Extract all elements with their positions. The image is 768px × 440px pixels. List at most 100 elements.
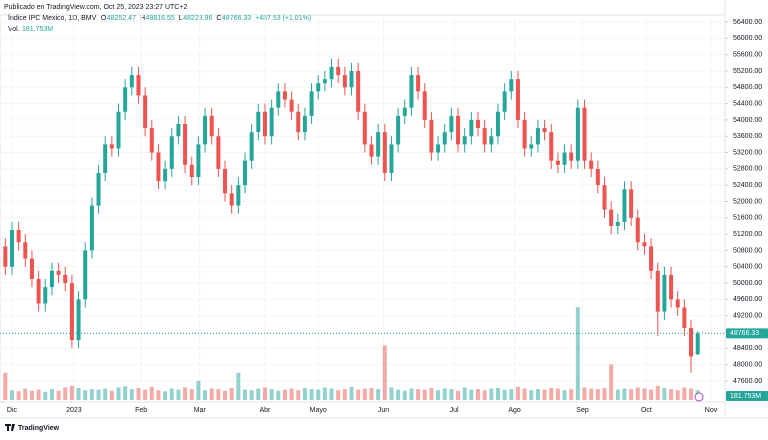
volume-bar xyxy=(689,388,694,400)
y-tick-label: 53600.00 xyxy=(733,133,762,140)
candle-body xyxy=(203,115,208,145)
candle-body xyxy=(143,95,148,129)
candle-body xyxy=(622,189,627,222)
volume-bar xyxy=(422,389,427,400)
volume-bar xyxy=(502,389,507,400)
last-price-label: 48766.33 xyxy=(730,330,759,337)
x-tick-label: Jul xyxy=(450,407,459,414)
candle-body xyxy=(529,144,534,149)
candle-body xyxy=(189,164,194,178)
volume-label-box xyxy=(726,391,768,401)
candle-body xyxy=(689,327,694,357)
volume-bar xyxy=(495,388,500,400)
candle-body xyxy=(542,128,547,133)
volume-axis-label: 181.753M xyxy=(730,393,761,400)
volume-bar xyxy=(136,388,141,400)
volume-bar xyxy=(575,307,580,400)
volume-bar xyxy=(269,389,274,400)
volume-bar xyxy=(535,389,540,400)
volume-bar xyxy=(143,389,148,400)
candle-body xyxy=(489,136,494,145)
candle-body xyxy=(582,107,587,161)
candle-body xyxy=(183,124,188,165)
volume-bar xyxy=(109,390,114,400)
volume-bar xyxy=(489,388,494,400)
candle-body xyxy=(209,115,214,137)
candle-body xyxy=(63,274,68,284)
candle-body xyxy=(289,99,294,112)
volume-bar xyxy=(609,364,614,400)
candle-body xyxy=(442,132,447,145)
y-tick-label: 52400.00 xyxy=(733,182,762,189)
candle-body xyxy=(535,128,540,145)
y-tick-label: 49200.00 xyxy=(733,313,762,320)
x-tick-label: Abr xyxy=(260,407,272,414)
ohlc-value: 48816.55 xyxy=(146,15,175,22)
volume-bar xyxy=(36,389,41,400)
volume-bar xyxy=(549,388,554,400)
candle-body xyxy=(456,115,461,145)
candle-body xyxy=(9,230,14,267)
y-tick-label: 47600.00 xyxy=(733,378,762,385)
candle-body xyxy=(296,111,301,133)
volume-bar xyxy=(562,390,567,400)
candle-body xyxy=(589,160,594,169)
candle-body xyxy=(675,299,680,308)
volume-bar xyxy=(302,388,307,400)
candle-body xyxy=(223,168,228,194)
volume-bar xyxy=(482,390,487,400)
volume-bar xyxy=(289,388,294,400)
candle-body xyxy=(482,128,487,145)
candle-body xyxy=(376,132,381,157)
volume-bar xyxy=(436,390,441,400)
volume-bar xyxy=(9,390,14,400)
ohlc-letter: L xyxy=(179,15,183,22)
y-tick-label: 52000.00 xyxy=(733,198,762,205)
candle-body xyxy=(562,152,567,165)
candle-body xyxy=(163,168,168,182)
candle-body xyxy=(316,83,321,92)
candle-body xyxy=(649,246,654,271)
ohlc-letter: O xyxy=(101,15,107,22)
candle-body xyxy=(695,333,700,355)
candle-body xyxy=(103,144,108,173)
volume-bar xyxy=(376,389,381,400)
y-tick-label: 54400.00 xyxy=(733,100,762,107)
volume-bar xyxy=(23,388,28,400)
candle-body xyxy=(16,230,21,243)
volume-bar xyxy=(409,388,414,400)
volume-bar xyxy=(595,389,600,400)
y-tick-label: 55200.00 xyxy=(733,68,762,75)
volume-bar xyxy=(322,387,327,400)
y-tick-label: 56400.00 xyxy=(733,19,762,26)
volume-bar xyxy=(176,389,181,400)
volume-bar xyxy=(96,389,101,400)
candle-body xyxy=(309,91,314,116)
volume-bar xyxy=(116,387,121,400)
x-tick-label: Mayo xyxy=(310,407,327,414)
volume-bar xyxy=(555,388,560,400)
candle-body xyxy=(462,136,467,145)
x-tick-label: Feb xyxy=(135,407,147,414)
y-tick-label: 51200.00 xyxy=(733,231,762,238)
candle-body xyxy=(615,221,620,226)
ohlc-value: 48252.47 xyxy=(107,15,136,22)
candle-body xyxy=(522,119,527,149)
candle-body xyxy=(56,270,61,275)
y-tick-label: 50800.00 xyxy=(733,247,762,254)
volume-bar xyxy=(682,387,687,400)
y-tick-label: 56000.00 xyxy=(733,35,762,42)
candle-body xyxy=(495,111,500,137)
candle-body xyxy=(36,278,41,304)
candle-body xyxy=(382,132,387,173)
volume-bar xyxy=(476,389,481,400)
candle-body xyxy=(449,115,454,133)
candle-body xyxy=(429,119,434,153)
volume-bar xyxy=(256,388,261,400)
y-tick-label: 51600.00 xyxy=(733,215,762,222)
candle-body xyxy=(262,111,267,137)
volume-bar xyxy=(336,390,341,400)
volume-bar xyxy=(615,389,620,400)
ohlc-letter: C xyxy=(216,15,221,22)
volume-bar xyxy=(223,390,228,400)
